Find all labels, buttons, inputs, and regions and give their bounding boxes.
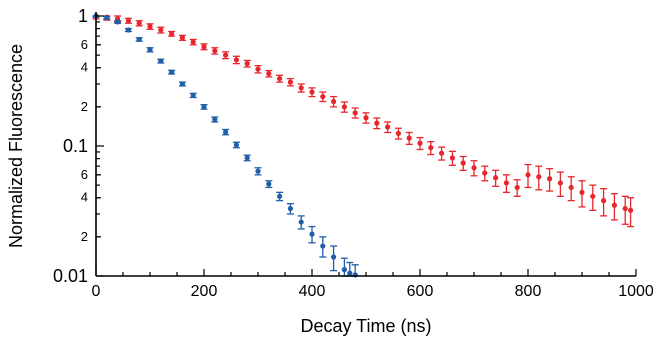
y-tick-label: 0.1 (63, 136, 88, 156)
series-1 (92, 13, 359, 278)
x-axis-label: Decay Time (ns) (300, 316, 431, 336)
data-point (363, 115, 369, 121)
data-point (611, 202, 618, 208)
data-point (233, 142, 239, 148)
data-point (471, 165, 477, 171)
data-point (341, 267, 347, 273)
data-point (320, 243, 326, 249)
data-point (579, 189, 585, 195)
data-point (104, 15, 110, 21)
data-point (352, 110, 358, 116)
data-point (287, 205, 293, 212)
data-point (347, 270, 353, 276)
data-point (460, 160, 466, 166)
y-tick-label: 4 (81, 190, 88, 205)
data-point (406, 135, 412, 141)
data-point (320, 93, 326, 100)
y-tick-label: 6 (81, 167, 88, 182)
x-tick-label: 1000 (618, 283, 654, 300)
data-point (277, 75, 283, 82)
data-point (628, 207, 634, 213)
axes: 0 200 400 600 800 1000 1 6 4 2 0.1 6 4 2 0.01 (53, 6, 654, 300)
data-point (622, 205, 628, 212)
data-point (136, 20, 142, 26)
data-point (212, 48, 218, 54)
data-point (341, 104, 347, 110)
data-point (547, 176, 553, 182)
data-point (449, 155, 455, 161)
data-point (212, 116, 218, 123)
data-point (331, 254, 337, 260)
data-point (514, 184, 520, 191)
data-point (536, 174, 542, 180)
y-tick-label: 1 (78, 6, 88, 26)
data-point (525, 172, 531, 178)
data-point (115, 19, 121, 25)
y-tick-label: 2 (81, 229, 88, 244)
data-point (266, 71, 272, 77)
data-point (190, 39, 196, 45)
data-point (417, 140, 423, 146)
data-point (255, 66, 261, 72)
data-point (169, 69, 175, 75)
x-tick-label: 800 (515, 283, 542, 300)
data-point (158, 58, 164, 64)
data-point (136, 36, 142, 43)
y-tick-label: 2 (81, 99, 88, 114)
data-point (255, 168, 261, 174)
data-point (557, 180, 564, 186)
data-point (147, 47, 153, 53)
data-point (385, 124, 391, 130)
data-point (568, 184, 574, 191)
data-point (244, 61, 250, 67)
data-point (395, 130, 401, 137)
data-point (179, 81, 185, 87)
data-point (590, 193, 596, 199)
x-tick-label: 0 (92, 283, 101, 300)
data-point (158, 27, 164, 33)
data-point (277, 193, 283, 199)
x-tick-label: 200 (191, 283, 218, 300)
data-point (266, 181, 272, 187)
data-point (298, 85, 304, 91)
data-point (201, 104, 207, 110)
data-point (233, 57, 239, 63)
data-point (125, 18, 131, 24)
y-tick-label: 0.01 (53, 266, 88, 286)
data-point (147, 23, 153, 30)
y-tick-label: 4 (81, 60, 88, 75)
data-point (223, 52, 229, 58)
data-point (223, 129, 229, 135)
plot-area (92, 13, 635, 278)
data-point (482, 170, 488, 176)
data-point (298, 219, 304, 225)
data-point (287, 79, 293, 85)
data-point (331, 98, 337, 105)
data-point (309, 89, 315, 95)
x-tick-label: 400 (299, 283, 326, 300)
data-point (493, 175, 499, 181)
data-point (503, 180, 509, 186)
data-point (244, 155, 250, 161)
x-tick-label: 600 (407, 283, 434, 300)
data-point (428, 145, 434, 151)
data-point (309, 231, 315, 237)
data-point (125, 27, 131, 33)
data-point (190, 92, 196, 99)
data-point (201, 44, 207, 50)
y-axis-label: Normalized Fluorescence (6, 44, 26, 248)
series-0 (92, 13, 635, 228)
data-point (169, 31, 175, 37)
y-tick-label: 6 (81, 37, 88, 52)
data-point (601, 198, 607, 204)
data-point (439, 150, 445, 156)
data-point (179, 35, 185, 41)
data-point (374, 120, 380, 126)
